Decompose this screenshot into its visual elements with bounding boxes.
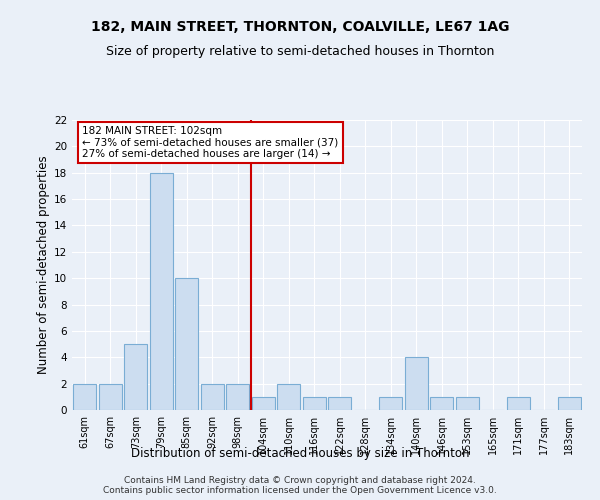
Bar [150, 172, 173, 410]
Bar [175, 278, 198, 410]
Y-axis label: Number of semi-detached properties: Number of semi-detached properties [37, 156, 50, 374]
Bar [456, 397, 479, 410]
Text: Contains HM Land Registry data © Crown copyright and database right 2024.
Contai: Contains HM Land Registry data © Crown c… [103, 476, 497, 495]
Bar [73, 384, 96, 410]
Text: 182 MAIN STREET: 102sqm
← 73% of semi-detached houses are smaller (37)
27% of se: 182 MAIN STREET: 102sqm ← 73% of semi-de… [82, 126, 338, 159]
Bar [430, 397, 453, 410]
Bar [252, 397, 275, 410]
Bar [328, 397, 351, 410]
Bar [303, 397, 326, 410]
Bar [379, 397, 402, 410]
Bar [99, 384, 122, 410]
Bar [226, 384, 249, 410]
Bar [277, 384, 300, 410]
Text: 182, MAIN STREET, THORNTON, COALVILLE, LE67 1AG: 182, MAIN STREET, THORNTON, COALVILLE, L… [91, 20, 509, 34]
Bar [558, 397, 581, 410]
Bar [124, 344, 147, 410]
Text: Size of property relative to semi-detached houses in Thornton: Size of property relative to semi-detach… [106, 45, 494, 58]
Bar [201, 384, 224, 410]
Text: Distribution of semi-detached houses by size in Thornton: Distribution of semi-detached houses by … [131, 448, 469, 460]
Bar [507, 397, 530, 410]
Bar [405, 358, 428, 410]
